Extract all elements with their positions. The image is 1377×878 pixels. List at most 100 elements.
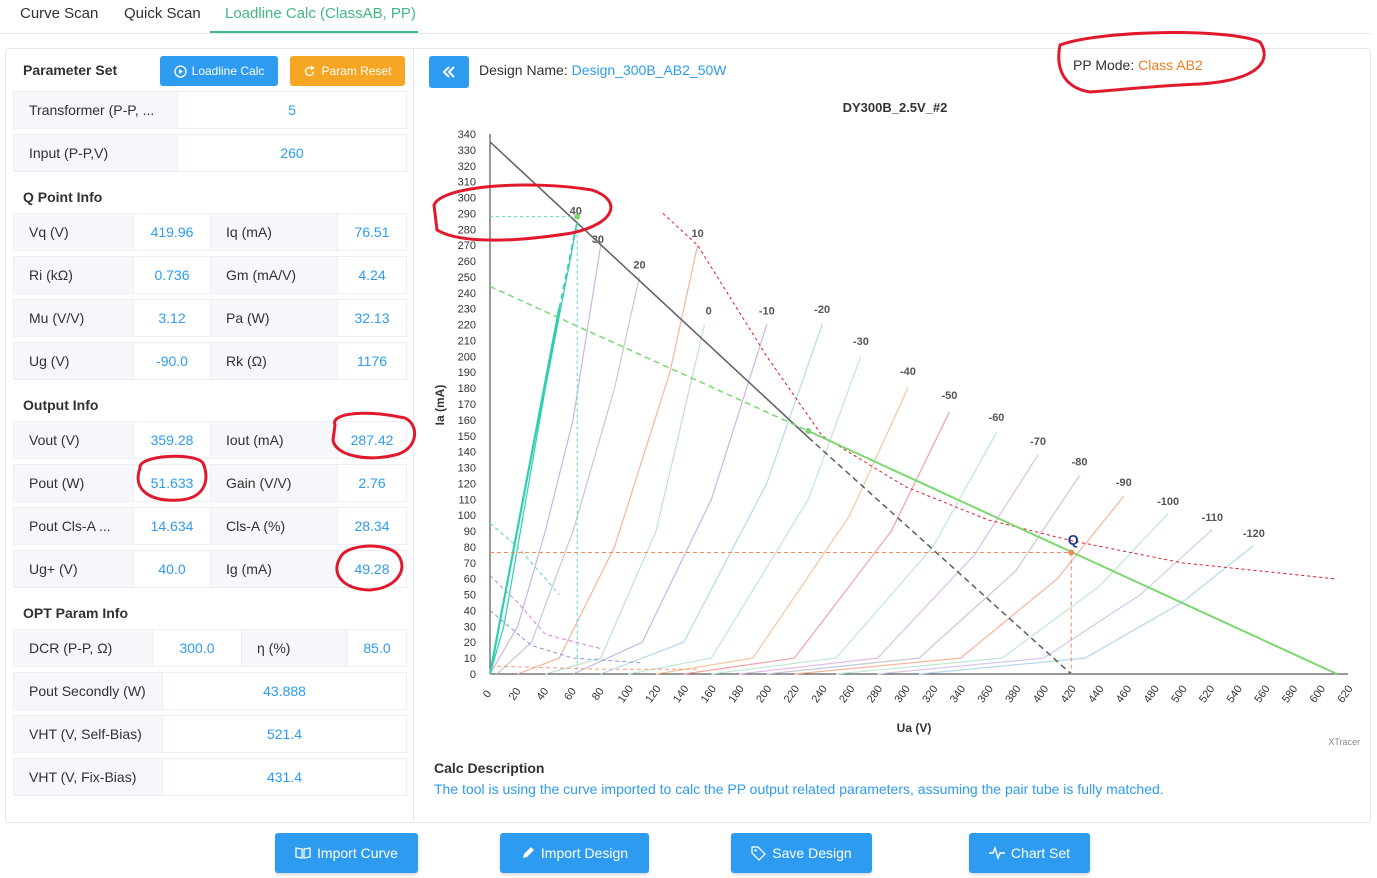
grid-curve	[572, 324, 768, 675]
q-point	[1068, 549, 1075, 556]
opt-label: VHT (V, Self-Bias)	[13, 715, 163, 753]
grid-curve	[739, 454, 1039, 675]
x-tick-label: 100	[616, 683, 636, 705]
info-row: Vout (V) 359.28 Iout (mA) 287.42	[13, 421, 407, 459]
info-row: Vq (V) 419.96 Iq (mA) 76.51	[13, 213, 407, 251]
y-tick-label: 30	[464, 621, 476, 633]
x-tick-label: 440	[1086, 683, 1106, 705]
chart-set-button[interactable]: Chart Set	[969, 833, 1090, 873]
calc-description-title: Calc Description	[434, 760, 545, 776]
x-tick-label: 0	[481, 688, 494, 700]
field-label: Mu (V/V)	[13, 299, 134, 337]
grid-curve	[489, 221, 578, 675]
field-label: Gain (V/V)	[210, 464, 338, 502]
helper-curve	[489, 575, 601, 650]
q-point-label: Q	[1068, 532, 1079, 548]
y-tick-label: 180	[458, 383, 476, 395]
eta-input[interactable]: 85.0	[347, 629, 407, 667]
chart-set-label: Chart Set	[1010, 845, 1071, 861]
x-tick-label: 360	[976, 683, 996, 705]
x-tick-label: 420	[1059, 683, 1079, 705]
field-value: 40.0	[133, 550, 211, 588]
grid-curve-label: -120	[1243, 528, 1265, 540]
y-tick-label: 290	[458, 208, 476, 220]
save-design-button[interactable]: Save Design	[731, 833, 872, 873]
field-value: 359.28	[133, 421, 211, 459]
opt-label: Pout Secondly (W)	[13, 672, 163, 710]
opt-value: 521.4	[162, 715, 407, 753]
y-tick-label: 140	[458, 447, 476, 459]
y-tick-label: 320	[458, 161, 476, 173]
grid-curve-label: -70	[1030, 436, 1046, 448]
y-tick-label: 250	[458, 272, 476, 284]
x-tick-label: 200	[754, 683, 774, 705]
y-tick-label: 240	[458, 288, 476, 300]
grid-curve	[600, 324, 823, 675]
main-panel	[5, 48, 1371, 823]
play-circle-icon	[173, 64, 187, 78]
param-reset-button[interactable]: Param Reset	[290, 56, 405, 86]
annotation-circle-chart	[432, 183, 613, 242]
tab-quick-scan[interactable]: Quick Scan	[124, 5, 201, 22]
x-tick-label: 260	[837, 683, 857, 705]
y-tick-label: 120	[458, 478, 476, 490]
import-curve-button[interactable]: Import Curve	[275, 833, 418, 873]
transformer-input[interactable]: 5	[177, 91, 407, 129]
design-name-value: Design_300B_AB2_50W	[571, 62, 727, 78]
x-tick-label: 280	[865, 683, 885, 705]
field-label: Iq (mA)	[210, 213, 338, 251]
import-design-button[interactable]: Import Design	[500, 833, 649, 873]
design-name-label: Design Name:	[479, 62, 572, 78]
y-tick-label: 210	[458, 335, 476, 347]
pulse-icon	[988, 846, 1005, 860]
grid-curve	[545, 324, 706, 675]
dcr-input[interactable]: 300.0	[152, 629, 242, 667]
input-voltage-input[interactable]: 260	[177, 134, 407, 172]
field-label: Gm (mA/V)	[210, 256, 338, 294]
grid-curve-label: -90	[1116, 477, 1132, 489]
x-tick-label: 220	[782, 683, 802, 705]
field-label: Vout (V)	[13, 421, 134, 459]
loadline-chart[interactable]: DY300B_2.5V_#201020304050607080901001101…	[422, 95, 1367, 755]
y-tick-label: 280	[458, 224, 476, 236]
transformer-label: Transformer (P-P, ...	[13, 91, 178, 129]
pp-mode-label: PP Mode:	[1073, 57, 1139, 73]
info-row: Ug (V) -90.0 Rk (Ω) 1176	[13, 342, 407, 380]
pp-mode-value: Class AB2	[1138, 57, 1203, 73]
grid-curve-label: 10	[691, 228, 703, 240]
info-row: Ug+ (V) 40.0 Ig (mA) 49.28	[13, 550, 407, 588]
loadline-calc-label: Loadline Calc	[191, 64, 265, 78]
grid-curve-label: -10	[759, 306, 775, 318]
info-row: Pout (W) 51.633 Gain (V/V) 2.76	[13, 464, 407, 502]
y-tick-label: 40	[464, 605, 476, 617]
watermark: XTracer	[1328, 737, 1360, 747]
tab-loadline-calc[interactable]: Loadline Calc (ClassAB, PP)	[225, 5, 416, 22]
grid-curve-label: -60	[989, 412, 1005, 424]
grid-curve-label: 30	[592, 234, 604, 246]
y-tick-label: 10	[464, 653, 476, 665]
y-tick-label: 270	[458, 240, 476, 252]
x-tick-label: 520	[1197, 683, 1217, 705]
field-value: 14.634	[133, 507, 211, 545]
field-label: Iout (mA)	[210, 421, 338, 459]
helper-curve	[489, 665, 698, 670]
param-reset-label: Param Reset	[321, 64, 392, 78]
tab-curve-scan[interactable]: Curve Scan	[20, 5, 99, 22]
field-label: Cls-A (%)	[210, 507, 338, 545]
field-value: 32.13	[337, 299, 407, 337]
helper-curve	[489, 610, 643, 664]
calc-description-text: The tool is using the curve imported to …	[434, 781, 1164, 797]
loadline-calc-button[interactable]: Loadline Calc	[160, 56, 278, 86]
x-tick-label: 160	[699, 683, 719, 705]
field-value: 1176	[337, 342, 407, 380]
dcr-label: DCR (P-P, Ω)	[13, 629, 153, 667]
save-design-label: Save Design	[772, 845, 852, 861]
x-tick-label: 180	[726, 683, 746, 705]
collapse-panel-button[interactable]	[429, 56, 469, 88]
output-info-title: Output Info	[23, 397, 99, 413]
x-tick-label: 60	[562, 686, 579, 703]
opt-row: VHT (V, Self-Bias) 521.4	[13, 715, 407, 753]
x-tick-label: 20	[507, 686, 524, 703]
y-tick-label: 20	[464, 637, 476, 649]
y-tick-label: 0	[470, 669, 476, 681]
